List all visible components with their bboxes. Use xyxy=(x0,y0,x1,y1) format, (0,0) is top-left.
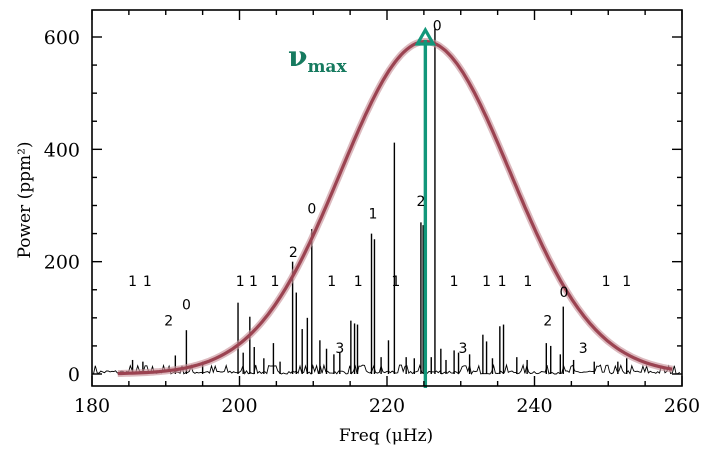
x-tick-label: 200 xyxy=(221,395,257,417)
mode-label: 1 xyxy=(391,274,400,290)
mode-label: 1 xyxy=(327,274,336,290)
mode-label: 1 xyxy=(354,274,363,290)
y-tick-label: 0 xyxy=(68,364,80,386)
mode-label: 2 xyxy=(164,314,173,330)
mode-label: 1 xyxy=(523,274,532,290)
mode-label: 1 xyxy=(128,274,137,290)
numax-subscript: max xyxy=(307,57,347,77)
y-tick-label: 400 xyxy=(44,139,80,161)
mode-label: 1 xyxy=(622,274,631,290)
mode-label: 0 xyxy=(307,201,316,217)
mode-label: 1 xyxy=(270,274,279,290)
x-tick-label: 260 xyxy=(664,395,700,417)
mode-label: 0 xyxy=(182,297,191,313)
x-tick-label: 180 xyxy=(74,395,110,417)
numax-symbol: ν xyxy=(288,40,307,73)
mode-label: 0 xyxy=(433,18,442,34)
mode-label: 3 xyxy=(579,341,588,357)
gaussian-envelope xyxy=(117,39,673,376)
numax-arrowhead xyxy=(414,26,437,46)
mode-label: 1 xyxy=(369,206,378,222)
mode-label: 1 xyxy=(498,274,507,290)
mode-label: 1 xyxy=(482,274,491,290)
mode-label: 3 xyxy=(459,341,468,357)
mode-label: 1 xyxy=(450,274,459,290)
x-tick-label: 220 xyxy=(369,395,405,417)
mode-label: 1 xyxy=(236,274,245,290)
y-tick-label: 200 xyxy=(44,252,80,274)
mode-label: 2 xyxy=(543,314,552,330)
mode-label: 1 xyxy=(143,274,152,290)
y-tick-label: 600 xyxy=(44,27,80,49)
mode-label: 0 xyxy=(560,285,569,301)
numax-label: νmax xyxy=(288,40,347,77)
x-axis-label: Freq (μHz) xyxy=(339,426,433,446)
mode-label: 1 xyxy=(602,274,611,290)
mode-label: 2 xyxy=(416,194,425,210)
mode-label: 1 xyxy=(249,274,258,290)
mode-label: 2 xyxy=(289,245,298,261)
y-axis-label: Power (ppm²) xyxy=(15,141,35,258)
mode-label: 3 xyxy=(335,341,344,357)
x-tick-label: 240 xyxy=(516,395,552,417)
